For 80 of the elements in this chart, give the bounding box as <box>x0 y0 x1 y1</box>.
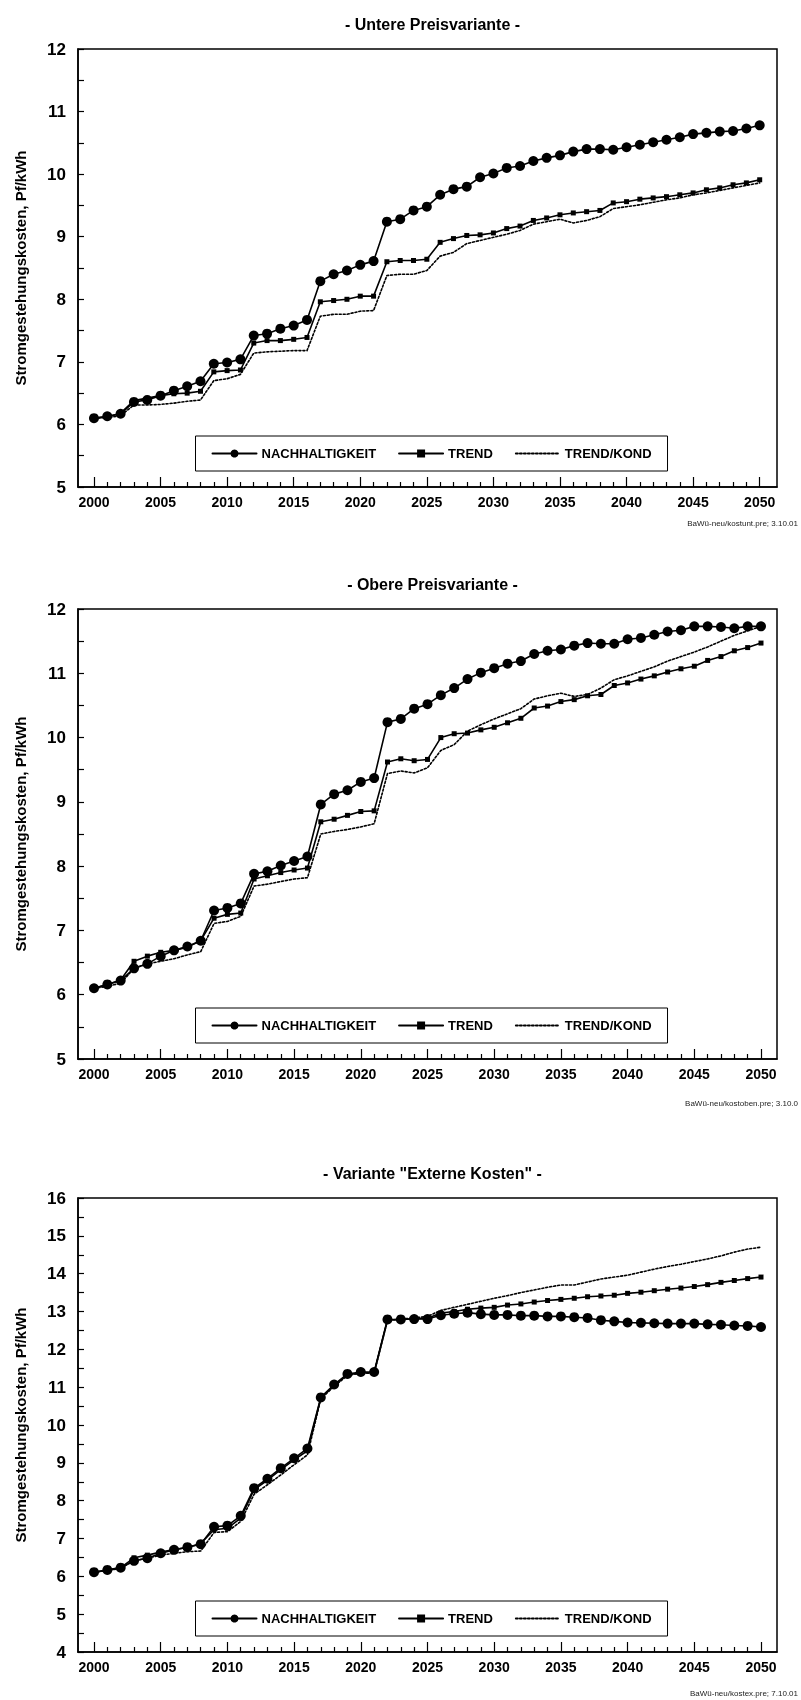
x-tick-label: 2050 <box>745 1066 777 1082</box>
y-tick-label: 10 <box>47 1415 66 1435</box>
x-tick-label: 2025 <box>411 1659 444 1675</box>
y-tick-label: 7 <box>56 920 66 940</box>
x-tick-label: 2000 <box>78 494 110 510</box>
legend-label: TREND/KOND <box>564 1611 652 1626</box>
x-tick-label: 2000 <box>78 1066 110 1082</box>
y-tick-label: 12 <box>47 1339 66 1359</box>
y-axis-title: Stromgestehungskosten, Pf/kWh <box>12 716 29 952</box>
x-tick-label: 2015 <box>278 1659 310 1675</box>
legend-label: TREND <box>448 446 493 461</box>
x-tick-label: 2005 <box>145 1066 177 1082</box>
y-tick-label: 11 <box>48 663 66 683</box>
legend-label: NACHHALTIGKEIT <box>261 1018 377 1033</box>
y-tick-label: 9 <box>56 227 66 247</box>
y-tick-label: 6 <box>56 985 66 1005</box>
y-tick-label: 16 <box>47 1188 66 1208</box>
y-tick-label: 9 <box>56 792 66 812</box>
y-axis-title: Stromgestehungskosten, Pf/kWh <box>12 150 29 386</box>
x-tick-label: 2015 <box>278 494 310 510</box>
x-tick-label: 2035 <box>544 494 576 510</box>
x-tick-label: 2045 <box>677 494 709 510</box>
x-tick-label: 2030 <box>478 1659 510 1675</box>
y-tick-label: 6 <box>56 414 66 434</box>
text: BaWü-neu/kostoben.pre; 3.10.0 <box>685 1098 799 1108</box>
y-tick-label: 7 <box>56 352 66 372</box>
x-tick-label: 2040 <box>612 1659 644 1675</box>
y-tick-label: 5 <box>56 1604 66 1624</box>
chart-title: - Variante "Externe Kosten" - <box>323 1164 542 1182</box>
x-tick-label: 2000 <box>78 1659 110 1675</box>
x-tick-label: 2040 <box>610 494 643 510</box>
x-tick-label: 2050 <box>744 494 776 510</box>
x-tick-label: 2040 <box>612 1066 644 1082</box>
x-tick-label: 2045 <box>678 1659 711 1675</box>
y-tick-label: 5 <box>56 477 66 497</box>
legend-label: TREND/KOND <box>564 1018 652 1033</box>
y-tick-label: 5 <box>56 1049 66 1069</box>
text: BaWü-neu/kostunt.pre; 3.10.01 <box>687 518 799 528</box>
x-tick-label: 2010 <box>211 1659 244 1675</box>
y-tick-label: 14 <box>47 1264 67 1284</box>
legend-label: NACHHALTIGKEIT <box>261 446 377 461</box>
legend-label: NACHHALTIGKEIT <box>261 1611 377 1626</box>
y-tick-label: 8 <box>56 856 66 876</box>
y-tick-label: 11 <box>48 102 66 122</box>
x-tick-label: 2025 <box>411 494 443 510</box>
y-tick-label: 6 <box>56 1566 66 1586</box>
legend-label: TREND/KOND <box>564 446 652 461</box>
y-tick-label: 12 <box>47 39 66 59</box>
y-tick-label: 8 <box>56 289 66 309</box>
legend-label: TREND <box>448 1611 493 1626</box>
chart-title: - Obere Preisvariante - <box>347 575 518 593</box>
x-tick-label: 2015 <box>278 1066 310 1082</box>
x-tick-label: 2020 <box>345 1659 377 1675</box>
x-tick-label: 2020 <box>344 494 377 510</box>
x-tick-label: 2030 <box>478 1066 510 1082</box>
y-tick-label: 12 <box>47 599 66 619</box>
y-tick-label: 10 <box>47 728 66 748</box>
x-tick-label: 2020 <box>345 1066 377 1082</box>
legend-label: TREND <box>448 1018 493 1033</box>
x-tick-label: 2050 <box>745 1659 777 1675</box>
y-tick-label: 11 <box>48 1377 66 1397</box>
y-tick-label: 10 <box>47 164 66 184</box>
y-tick-label: 7 <box>56 1529 66 1548</box>
x-tick-label: 2005 <box>144 494 177 510</box>
x-tick-label: 2035 <box>545 1066 577 1082</box>
x-tick-label: 2035 <box>545 1659 577 1675</box>
text: BaWü-neu/kostex.pre; 7.10.01 <box>689 1688 799 1698</box>
x-tick-label: 2010 <box>211 1066 244 1082</box>
y-tick-label: 4 <box>56 1642 67 1662</box>
x-tick-label: 2010 <box>211 494 243 510</box>
chart-title: - Untere Preisvariante - <box>344 15 521 33</box>
y-tick-label: 13 <box>47 1302 66 1321</box>
x-tick-label: 2005 <box>145 1659 177 1675</box>
y-tick-label: 8 <box>56 1491 66 1511</box>
x-tick-label: 2025 <box>411 1066 444 1082</box>
x-tick-label: 2045 <box>678 1066 711 1082</box>
y-tick-label: 15 <box>47 1226 66 1246</box>
y-tick-label: 9 <box>56 1453 66 1473</box>
y-axis-title: Stromgestehungskosten, Pf/kWh <box>12 1307 29 1543</box>
x-tick-label: 2030 <box>477 494 510 510</box>
